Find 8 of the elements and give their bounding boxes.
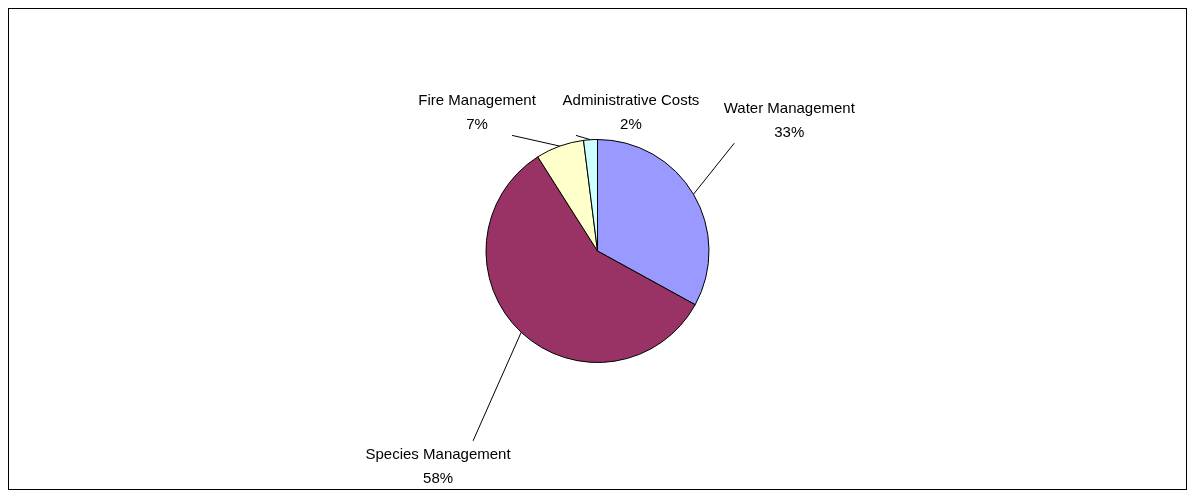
slice-label: Fire Management [418, 91, 537, 109]
slice-label: Species Management [365, 444, 512, 462]
slice-label: Administrative Costs [562, 91, 700, 109]
data-label: 58% [423, 468, 454, 486]
slice-label: Water Management [723, 99, 856, 117]
data-label: 2% [620, 115, 642, 133]
data-label: 33% [774, 123, 805, 141]
data-label: 7% [466, 115, 488, 133]
